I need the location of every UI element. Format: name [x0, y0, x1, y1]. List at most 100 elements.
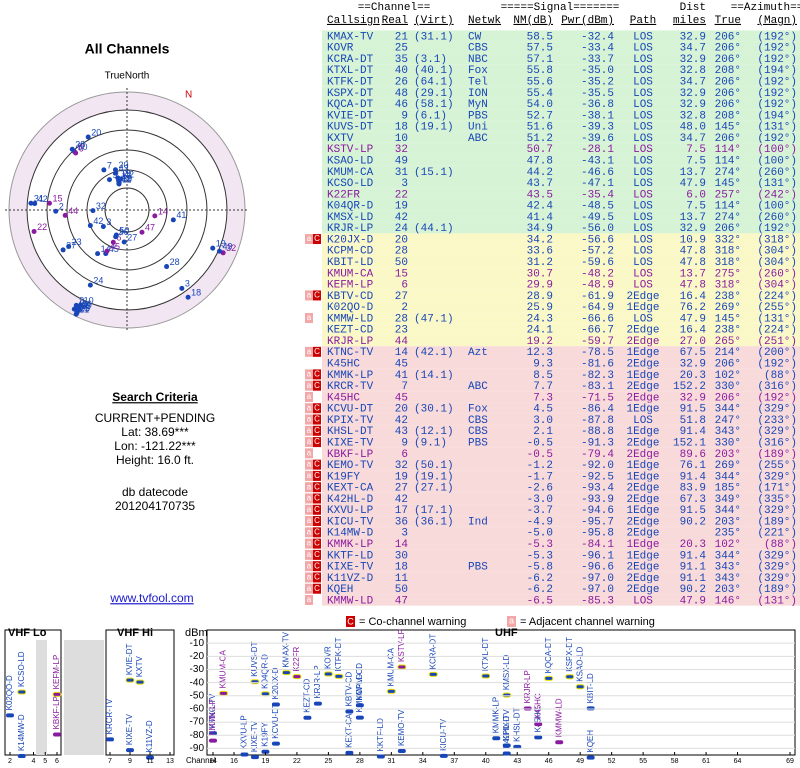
x-tick-label: 13 [166, 758, 174, 765]
table-cell: -92.0 [581, 460, 614, 472]
table-cell: 3 [401, 528, 408, 540]
table-cell: 2Edge [626, 381, 659, 393]
table-cell: 24.1 [527, 325, 554, 337]
signal-bar [586, 755, 595, 760]
table-cell: LOS [633, 167, 653, 179]
table-cell: (3.1) [414, 54, 447, 66]
warning-letter: a [307, 527, 312, 536]
row-background [322, 391, 800, 403]
row-background [322, 52, 800, 65]
table-cell: 13.7 [680, 167, 706, 179]
signal-bar [271, 702, 280, 707]
table-cell: (47.1) [414, 313, 454, 325]
table-cell: 330° [715, 381, 741, 393]
table-cell: 206° [715, 133, 741, 145]
table-cell: -95.8 [581, 528, 614, 540]
table-cell: (329°) [757, 404, 797, 416]
table-cell: -6.2 [527, 584, 553, 596]
table-cell: 185° [715, 483, 741, 495]
x-tick-label: 5 [43, 758, 47, 765]
table-cell: 32 [395, 460, 408, 472]
table-cell: 28.9 [527, 291, 553, 303]
site-link[interactable]: www.tvfool.com [109, 591, 193, 605]
signal-bar [428, 671, 438, 677]
table-cell: (88°) [764, 539, 797, 551]
table-cell: 20.3 [680, 539, 706, 551]
polar-mark [78, 302, 84, 308]
table-cell: (42.1) [414, 347, 454, 359]
table-cell: PBS [468, 562, 488, 574]
row-background [322, 188, 800, 200]
row-background [322, 143, 800, 155]
signal-label: KXVU-LP [240, 715, 249, 749]
signal-label: KTNC-TV [208, 693, 217, 728]
column-header: (Virt) [414, 15, 454, 27]
signal-bar [323, 671, 333, 677]
signal-label: K14MW-D [17, 714, 26, 751]
warning-icon [313, 403, 321, 414]
polar-label: 24 [93, 275, 103, 285]
row-background [322, 109, 800, 121]
row-background [322, 470, 800, 482]
warning-letter: C [314, 573, 320, 582]
table-cell: K02QO-D [327, 302, 374, 314]
table-cell: 91.5 [680, 505, 706, 517]
column-header: Pwr(dBm) [561, 15, 614, 27]
signal-bar [334, 673, 344, 679]
table-cell: KIXE-TV [327, 562, 374, 574]
signal-bar [513, 744, 522, 749]
table-cell: 43 [395, 426, 408, 438]
table-cell: 14 [395, 539, 409, 551]
signal-label: KCPM-CD [355, 663, 364, 701]
x-tick-label: 4 [32, 758, 36, 765]
warning-letter: a [307, 573, 312, 582]
warning-letter: a [307, 460, 312, 469]
criteria-line: Lon: -121.22*** [114, 439, 196, 453]
polar-mark [185, 294, 191, 300]
signal-bar [106, 737, 114, 742]
table-cell: 269° [715, 460, 741, 472]
table-cell: 34.2 [527, 234, 553, 246]
y-tick-label: -40 [190, 677, 205, 688]
table-cell: LOS [633, 280, 653, 292]
table-cell: LOS [633, 313, 653, 325]
table-cell: 102° [715, 370, 741, 382]
table-cell: KRJR-LP [327, 336, 374, 348]
table-cell: 29.9 [527, 280, 553, 292]
table-cell: 16.4 [680, 325, 707, 337]
warning-icon [313, 459, 321, 470]
table-cell: (171°) [757, 483, 797, 495]
table-cell: (19.1) [414, 471, 454, 483]
legend-text: = Co-channel warning [359, 616, 466, 628]
table-cell: -0.5 [527, 437, 553, 449]
table-cell: 2Edge [626, 528, 659, 540]
table-cell: (329°) [757, 573, 797, 585]
polar-mark [179, 285, 185, 291]
signal-bar [17, 689, 27, 695]
table-cell: (12.1) [414, 426, 454, 438]
table-cell: 25.9 [527, 302, 553, 314]
table-cell: (192°) [757, 99, 797, 111]
table-cell: (316°) [757, 437, 797, 449]
row-background [322, 131, 800, 144]
table-cell: -61.9 [581, 291, 614, 303]
warning-icon [305, 403, 313, 414]
x-tick-label: 34 [419, 758, 427, 765]
table-cell: 20 [395, 404, 408, 416]
warning-letter: C [314, 415, 320, 424]
table-cell: LOS [633, 257, 653, 269]
polar-mark [95, 251, 101, 257]
signal-label: KCVU-DT [271, 703, 280, 739]
warning-icon [313, 527, 321, 538]
polar-label: 7 [107, 160, 112, 170]
signal-label: KBIT-LD [586, 673, 595, 703]
polar-label: 2 [59, 202, 64, 212]
table-cell: 2Edge [626, 573, 659, 585]
table-cell: -6.5 [527, 595, 553, 607]
polar-label: 32 [226, 243, 236, 253]
table-cell: (192°) [757, 88, 797, 100]
table-cell: (260°) [757, 167, 797, 179]
warning-icon [313, 414, 321, 425]
table-cell: 41.4 [527, 212, 554, 224]
polar-label: 9 [112, 170, 117, 180]
